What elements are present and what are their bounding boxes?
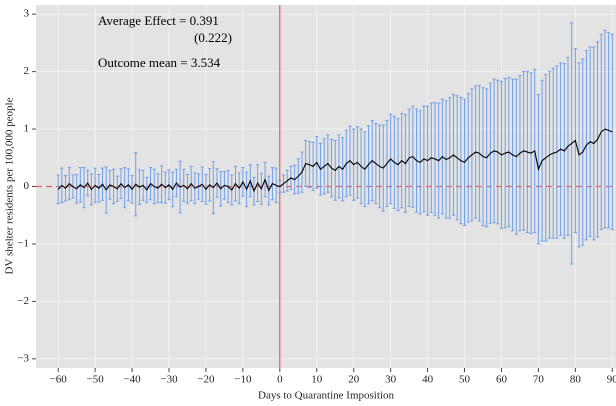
annotation: (0.222) (194, 30, 232, 45)
x-tick-label: 10 (311, 374, 323, 386)
x-tick-label: −50 (86, 374, 104, 386)
x-axis-label: Days to Quarantine Imposition (258, 390, 394, 402)
estimate-line (57, 128, 613, 193)
y-tick-label: −1 (17, 237, 29, 249)
annotation: Outcome mean = 3.534 (98, 55, 221, 70)
x-tick-label: 60 (496, 374, 508, 386)
x-tick-label: −60 (50, 374, 68, 386)
x-tick-label: −30 (160, 374, 178, 386)
y-tick-label: 1 (24, 123, 30, 135)
y-tick-label: −3 (17, 352, 29, 364)
y-axis-label: DV shelter residents per 100,000 people (4, 97, 16, 274)
x-tick-label: 40 (422, 374, 434, 386)
annotation: Average Effect = 0.391 (98, 13, 219, 28)
y-tick-label: 3 (24, 8, 30, 20)
x-tick-label: −40 (123, 374, 141, 386)
y-tick-label: 0 (24, 180, 30, 192)
y-tick-label: −2 (17, 295, 29, 307)
x-tick-label: 70 (533, 374, 545, 386)
x-tick-label: 90 (607, 374, 616, 386)
x-tick-label: 0 (277, 374, 283, 386)
x-tick-label: 50 (459, 374, 471, 386)
x-tick-label: 20 (348, 374, 360, 386)
y-tick-label: 2 (24, 65, 30, 77)
x-tick-label: 30 (385, 374, 397, 386)
error-bar (56, 174, 60, 205)
x-tick-label: −10 (234, 374, 252, 386)
x-tick-label: −20 (197, 374, 215, 386)
x-tick-label: 80 (570, 374, 582, 386)
